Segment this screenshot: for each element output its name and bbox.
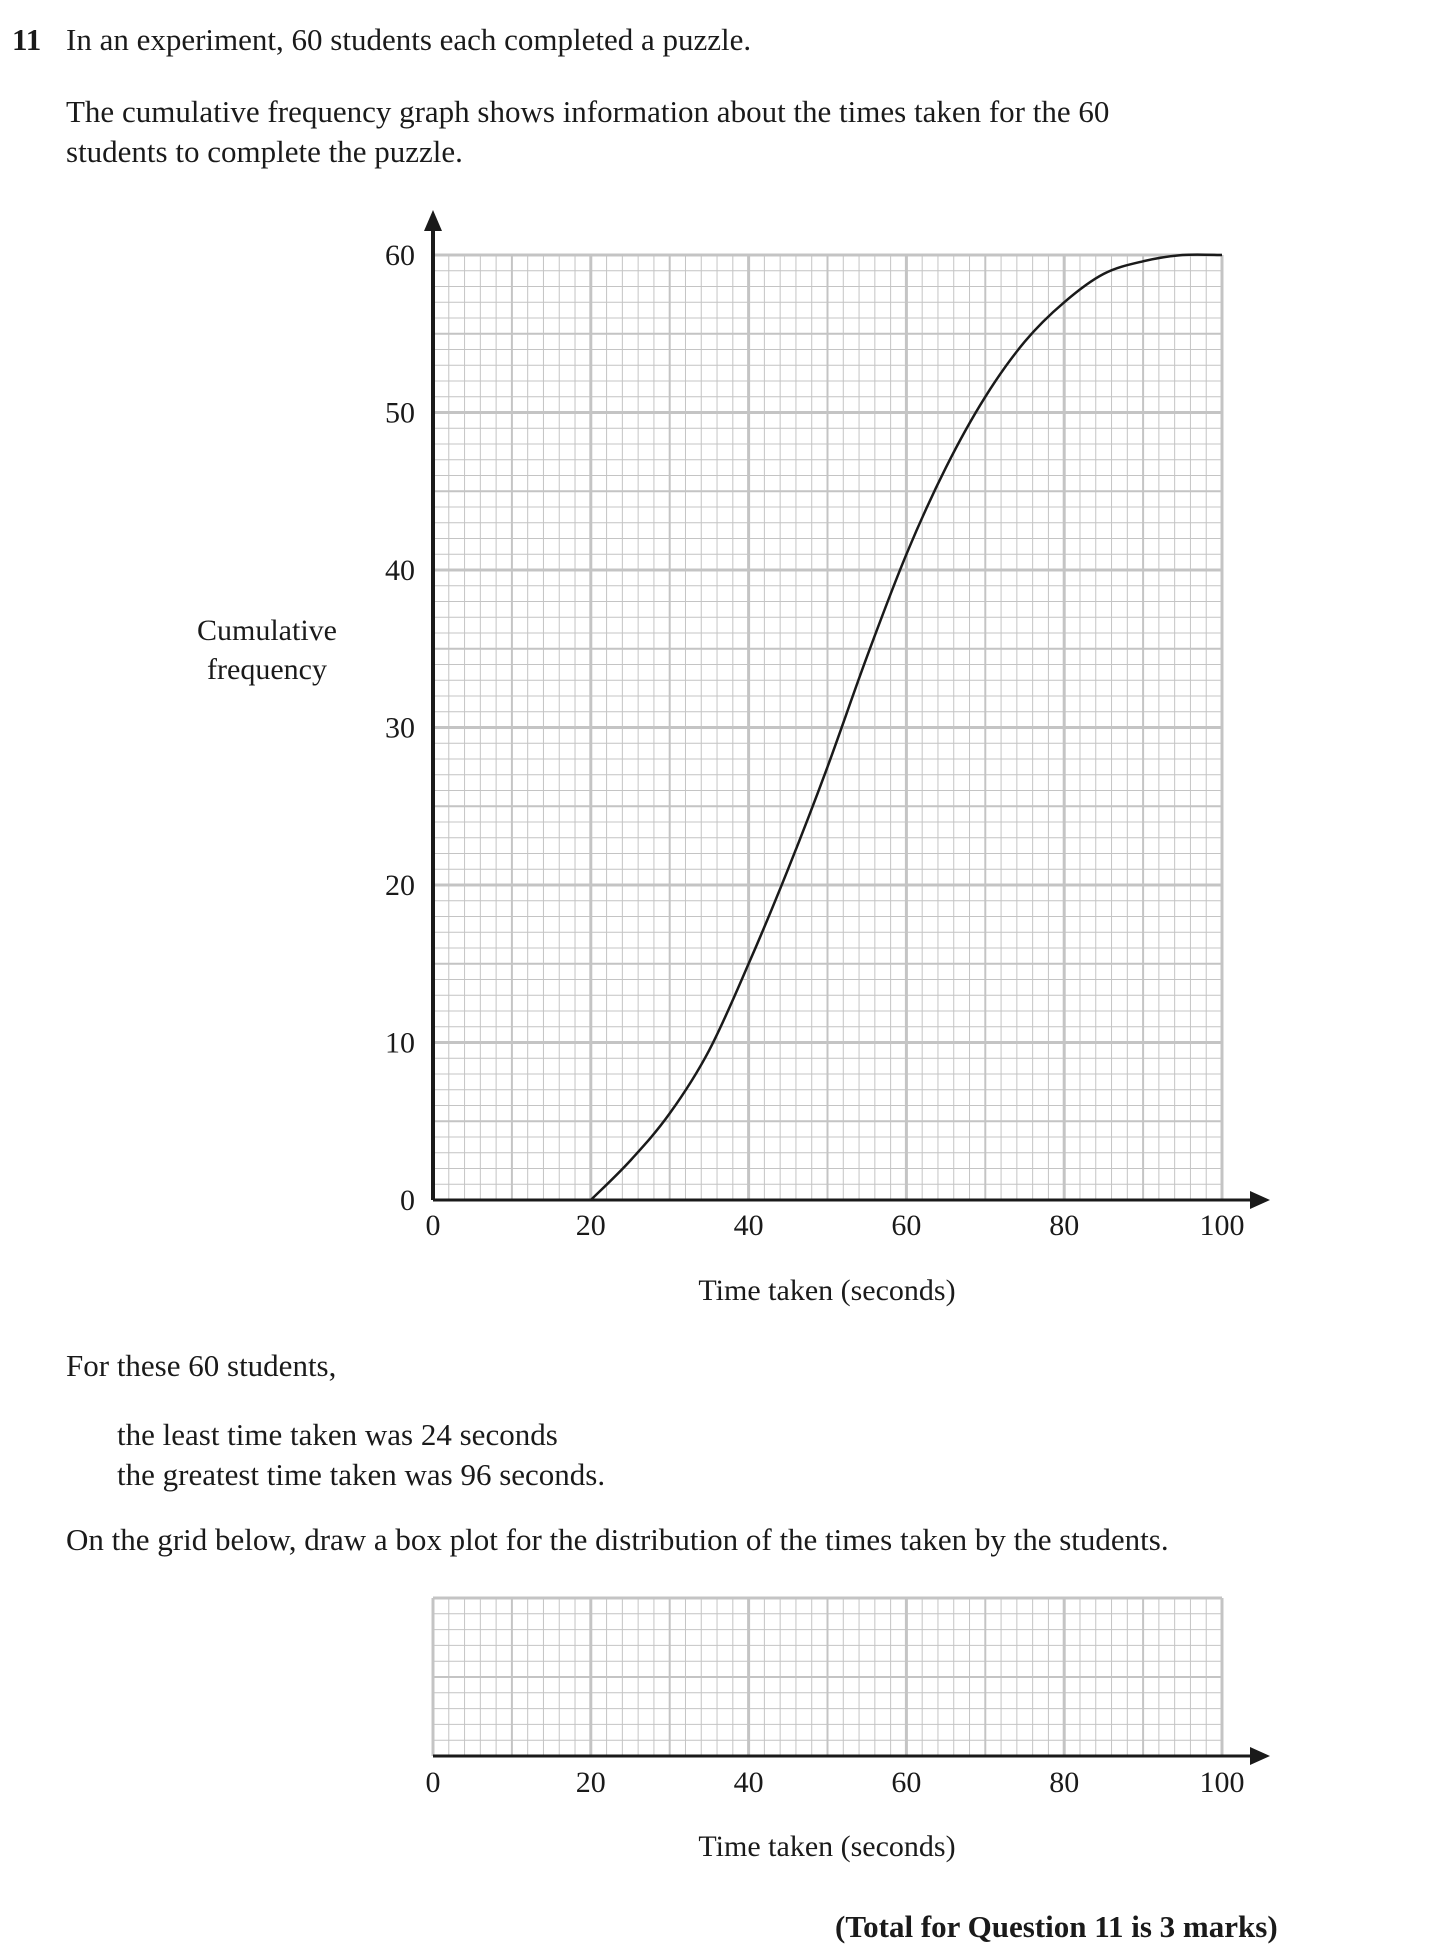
question-description-line2: students to complete the puzzle. — [66, 134, 463, 169]
x-axis-arrow-icon — [1250, 1191, 1270, 1209]
for-these-students: For these 60 students, — [66, 1348, 337, 1383]
y-tick-label: 50 — [385, 397, 415, 430]
y-axis-arrow-icon — [424, 210, 442, 231]
y-tick-label: 40 — [385, 554, 415, 587]
grid-lines — [431, 253, 1224, 1202]
x-tick-label: 60 — [891, 1209, 921, 1242]
y-tick-label: 20 — [385, 869, 415, 902]
total-marks: (Total for Question 11 is 3 marks) — [835, 1909, 1278, 1944]
boxplot-x-tick-label: 100 — [1200, 1766, 1245, 1799]
boxplot-x-axis-label: Time taken (seconds) — [698, 1830, 955, 1863]
boxplot-x-tick-label: 0 — [426, 1766, 441, 1799]
question-number: 11 — [12, 22, 42, 57]
boxplot-x-tick-label: 60 — [891, 1766, 921, 1799]
x-tick-label: 40 — [734, 1209, 764, 1242]
least-time-statement: the least time taken was 24 seconds — [117, 1417, 558, 1452]
boxplot-x-axis-arrow-icon — [1250, 1747, 1270, 1765]
x-tick-label: 100 — [1200, 1209, 1245, 1242]
cumulative-frequency-curve — [589, 253, 1223, 1201]
x-tick-label: 20 — [576, 1209, 606, 1242]
boxplot-x-tick-label: 20 — [576, 1766, 606, 1799]
greatest-time-statement: the greatest time taken was 96 seconds. — [117, 1457, 606, 1492]
y-tick-label: 30 — [385, 712, 415, 745]
y-tick-label: 10 — [385, 1027, 415, 1060]
y-axis-label-line2: frequency — [207, 653, 327, 686]
question-intro: In an experiment, 60 students each compl… — [66, 22, 752, 57]
x-tick-label: 0 — [426, 1209, 441, 1242]
grid-lines — [431, 1596, 1224, 1758]
boxplot-x-tick-label: 40 — [734, 1766, 764, 1799]
x-tick-label: 80 — [1049, 1209, 1079, 1242]
x-axis-label: Time taken (seconds) — [698, 1274, 955, 1307]
boxplot-x-tick-label: 80 — [1049, 1766, 1079, 1799]
y-axis-label-line1: Cumulative — [197, 614, 337, 647]
y-tick-label: 60 — [385, 239, 415, 272]
box-plot-instruction: On the grid below, draw a box plot for t… — [66, 1522, 1169, 1557]
y-tick-label: 0 — [400, 1184, 415, 1217]
question-description-line1: The cumulative frequency graph shows inf… — [66, 94, 1110, 129]
